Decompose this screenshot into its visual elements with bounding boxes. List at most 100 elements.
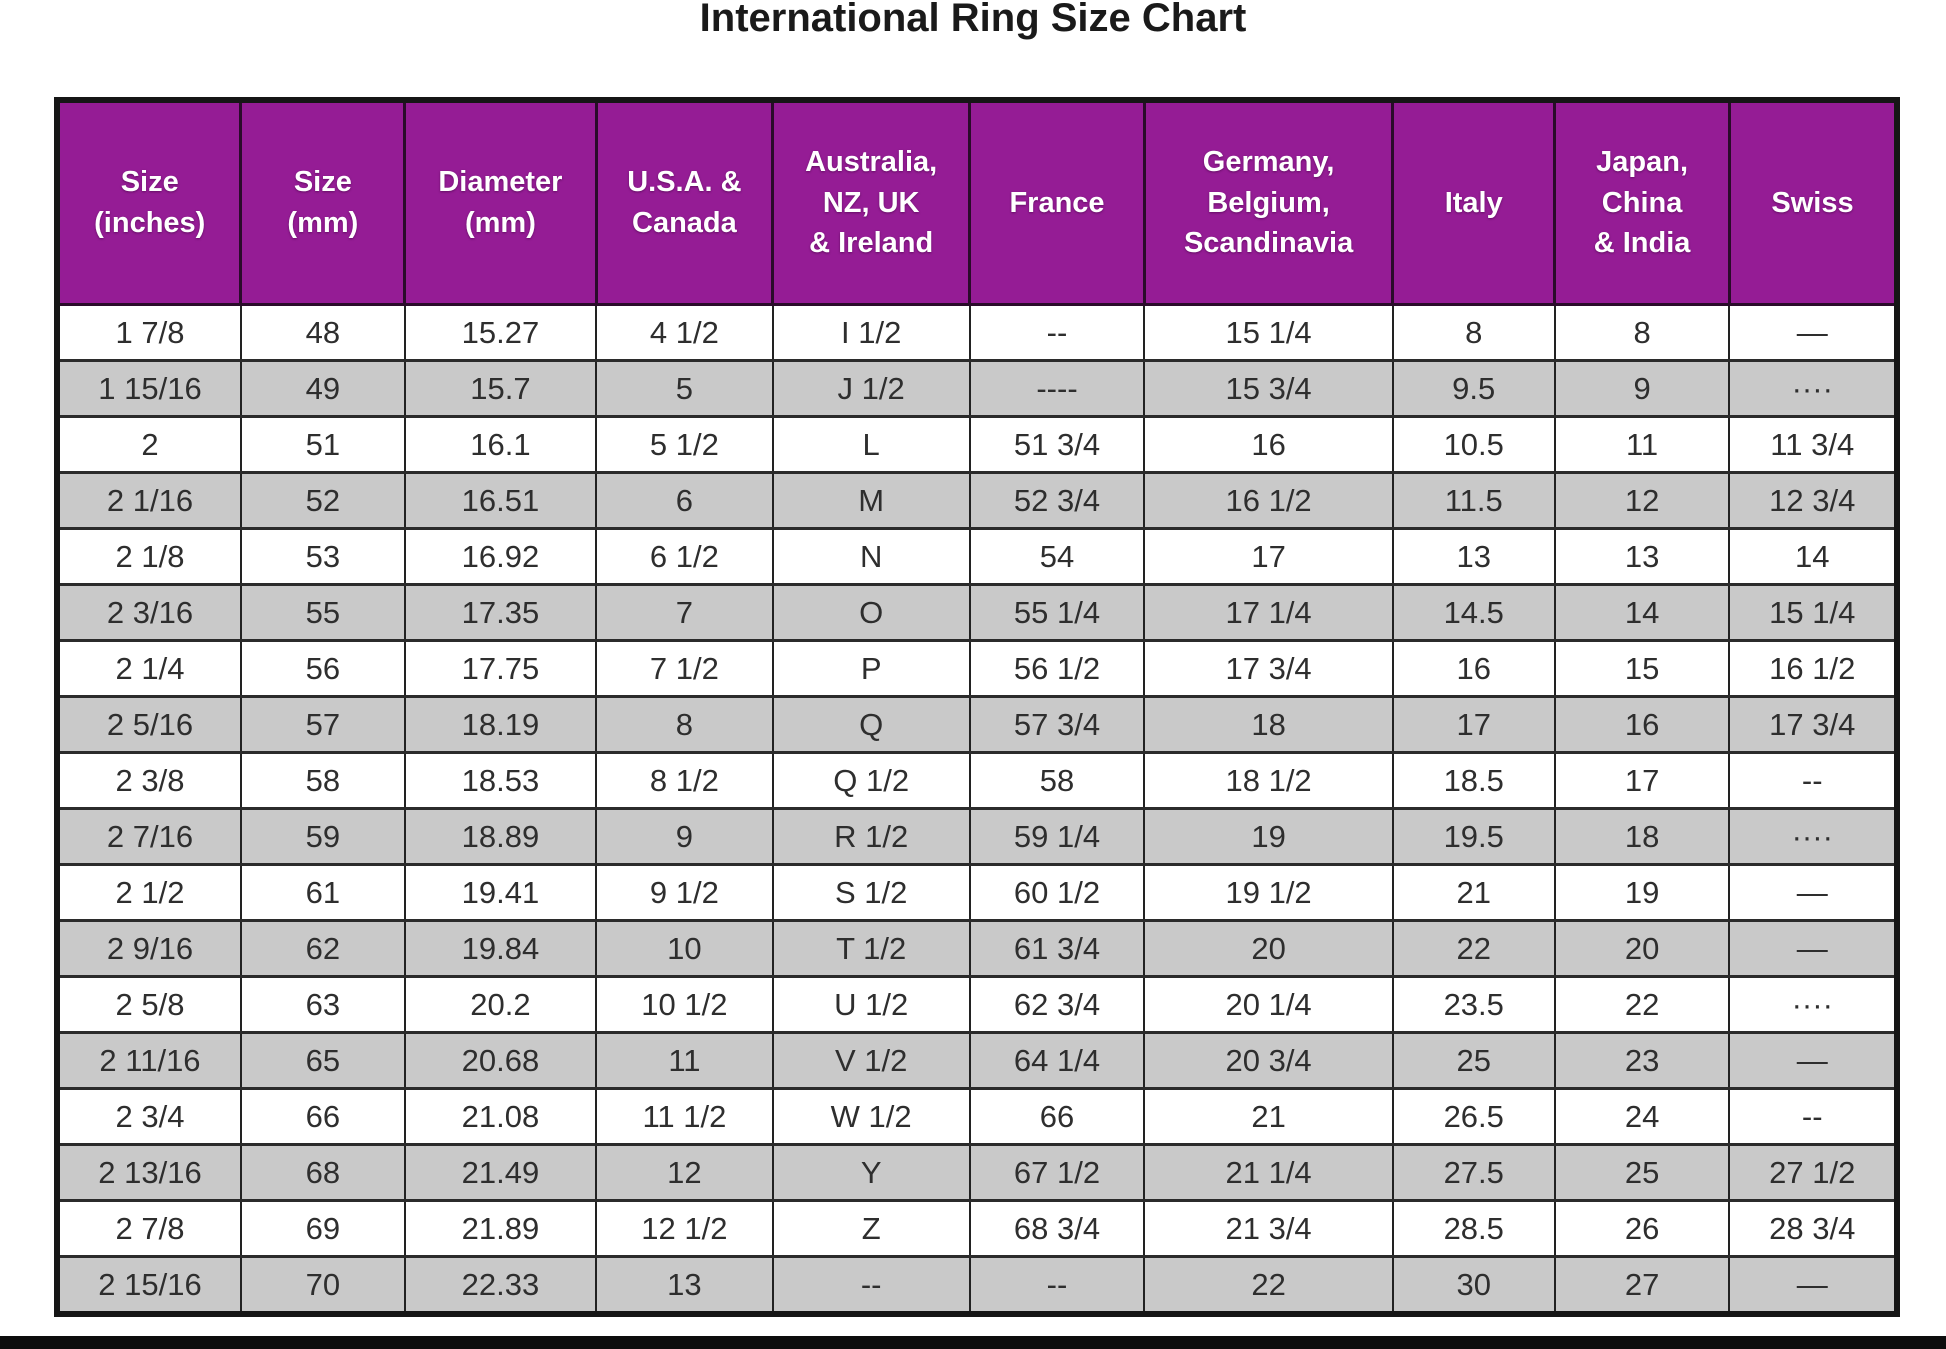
table-cell: 21 — [1391, 863, 1556, 922]
column-header: Swiss — [1727, 98, 1899, 306]
table-cell: ---- — [968, 359, 1146, 418]
table-cell: 15 1/4 — [1728, 583, 1898, 642]
table-cell: 8 — [595, 695, 774, 754]
table-cell: 26.5 — [1391, 1087, 1556, 1146]
table-cell: 2 9/16 — [56, 919, 242, 978]
column-header: Australia, NZ, UK & Ireland — [771, 98, 972, 306]
table-cell: 17 1/4 — [1143, 583, 1394, 642]
table-row: 2 1/16 52 16.51 6 M 52 3/4 16 1/2 11.5 12 12 3/4 — [56, 471, 1898, 530]
table-cell: 2 1/4 — [56, 639, 242, 698]
table-cell: — — [1728, 919, 1898, 978]
column-header: Germany, Belgium, Scandinavia — [1142, 98, 1395, 306]
table-cell: 21 — [1143, 1087, 1394, 1146]
table-row: 2 13/16 68 21.49 12 Y 67 1/2 21 1/4 27.5 25 27 1/… — [56, 1143, 1898, 1202]
table-cell: 2 3/4 — [56, 1087, 242, 1146]
table-row: 2 5/16 57 18.19 8 Q 57 3/4 18 17 16 17 3/4 — [56, 695, 1898, 754]
table-cell: 18.89 — [403, 807, 598, 866]
table-body: 1 7/8 48 15.27 4 1/2 I 1/2 -- 15 1/4 8 8—1 15/16… — [56, 303, 1898, 1316]
table-cell: 55 — [239, 583, 406, 642]
table-cell: 28 3/4 — [1728, 1199, 1898, 1258]
column-header: Japan, China & India — [1553, 98, 1731, 306]
table-cell: 11 3/4 — [1728, 415, 1898, 474]
table-cell: 22 — [1553, 975, 1731, 1034]
table-cell: 17 — [1553, 751, 1731, 810]
table-cell: 2 13/16 — [56, 1143, 242, 1202]
table-cell: 56 — [239, 639, 406, 698]
table-cell: 2 3/8 — [56, 751, 242, 810]
table-row: 2 7/8 69 21.89 12 1/2 Z 68 3/4 21 3/4 28.5 26 28 … — [56, 1199, 1898, 1258]
bottom-border-bar — [0, 1336, 1946, 1349]
table-cell: 27 — [1553, 1255, 1731, 1316]
table-cell: 61 — [239, 863, 406, 922]
table-cell: 11 — [1553, 415, 1731, 474]
table-cell: 22.33 — [403, 1255, 598, 1316]
table-cell: 18 1/2 — [1143, 751, 1394, 810]
table-cell: 14.5 — [1391, 583, 1556, 642]
table-cell: 23 — [1553, 1031, 1731, 1090]
table-cell: 7 1/2 — [595, 639, 774, 698]
table-cell: -- — [968, 1255, 1146, 1316]
table-cell: 59 — [239, 807, 406, 866]
table-cell: 12 — [595, 1143, 774, 1202]
table-cell: 22 — [1143, 1255, 1394, 1316]
table-cell: 60 1/2 — [968, 863, 1146, 922]
table-cell: M — [771, 471, 971, 530]
table-cell: 11 1/2 — [595, 1087, 774, 1146]
column-header: Size (mm) — [239, 98, 407, 306]
table-cell: 10 1/2 — [595, 975, 774, 1034]
table-cell: 54 — [968, 527, 1146, 586]
table-cell: 12 1/2 — [595, 1199, 774, 1258]
table-cell: 57 — [239, 695, 406, 754]
table-row: 2 11/16 65 20.68 11 V 1/2 64 1/4 20 3/4 25 23— — [56, 1031, 1898, 1090]
table-cell: — — [1728, 303, 1898, 362]
table-cell: 15.7 — [403, 359, 598, 418]
table-row: 2 7/16 59 18.89 9 R 1/2 59 1/4 19 19.5 18 ···· — [56, 807, 1898, 866]
table-cell: L — [771, 415, 971, 474]
table-cell: 53 — [239, 527, 406, 586]
table-row: 2 3/8 58 18.53 8 1/2 Q 1/2 58 18 1/2 18.5 17 -- — [56, 751, 1898, 810]
table-cell: 16.92 — [403, 527, 598, 586]
table-row: 2 1/2 61 19.41 9 1/2 S 1/2 60 1/2 19 1/2 21 19— — [56, 863, 1898, 922]
table-cell: 62 3/4 — [968, 975, 1146, 1034]
table-cell: I 1/2 — [771, 303, 971, 362]
table-cell: 10 — [595, 919, 774, 978]
table-cell: 61 3/4 — [968, 919, 1146, 978]
table-cell: 17 3/4 — [1143, 639, 1394, 698]
table-cell: 9 — [1553, 359, 1731, 418]
table-cell: 52 3/4 — [968, 471, 1146, 530]
table-cell: S 1/2 — [771, 863, 971, 922]
table-cell: 2 1/16 — [56, 471, 242, 530]
table-cell: 68 3/4 — [968, 1199, 1146, 1258]
table-cell: 59 1/4 — [968, 807, 1146, 866]
table-cell: 16 — [1143, 415, 1394, 474]
table-cell: 49 — [239, 359, 406, 418]
table-cell: J 1/2 — [771, 359, 971, 418]
table-cell: 12 — [1553, 471, 1731, 530]
table-cell: 17 — [1391, 695, 1556, 754]
table-cell: -- — [1728, 1087, 1898, 1146]
table-cell: 5 — [595, 359, 774, 418]
table-cell: 19 1/2 — [1143, 863, 1394, 922]
table-row: 1 7/8 48 15.27 4 1/2 I 1/2 -- 15 1/4 8 8— — [56, 303, 1898, 362]
table-cell: Y — [771, 1143, 971, 1202]
table-row: 2 1/4 56 17.75 7 1/2 P 56 1/2 17 3/4 16 15 16 1/2 — [56, 639, 1898, 698]
column-header: Italy — [1391, 98, 1557, 306]
table-cell: 13 — [1553, 527, 1731, 586]
table-cell: 2 3/16 — [56, 583, 242, 642]
table-cell: 26 — [1553, 1199, 1731, 1258]
table-cell: 4 1/2 — [595, 303, 774, 362]
table-cell: 22 — [1391, 919, 1556, 978]
table-cell: 6 1/2 — [595, 527, 774, 586]
table-row: 2 1/8 53 16.92 6 1/2 N 54 17 13 13 14 — [56, 527, 1898, 586]
table-cell: 21.49 — [403, 1143, 598, 1202]
table-cell: — — [1728, 1031, 1898, 1090]
table-cell: 2 5/16 — [56, 695, 242, 754]
table-cell: W 1/2 — [771, 1087, 971, 1146]
column-header: France — [968, 98, 1146, 306]
table-cell: -- — [1728, 751, 1898, 810]
table-cell: 11 — [595, 1031, 774, 1090]
table-cell: 19.84 — [403, 919, 598, 978]
table-cell: 16.1 — [403, 415, 598, 474]
table-header: Size (inches) Size (mm) Diameter (mm) U.S.A… — [55, 98, 1899, 306]
